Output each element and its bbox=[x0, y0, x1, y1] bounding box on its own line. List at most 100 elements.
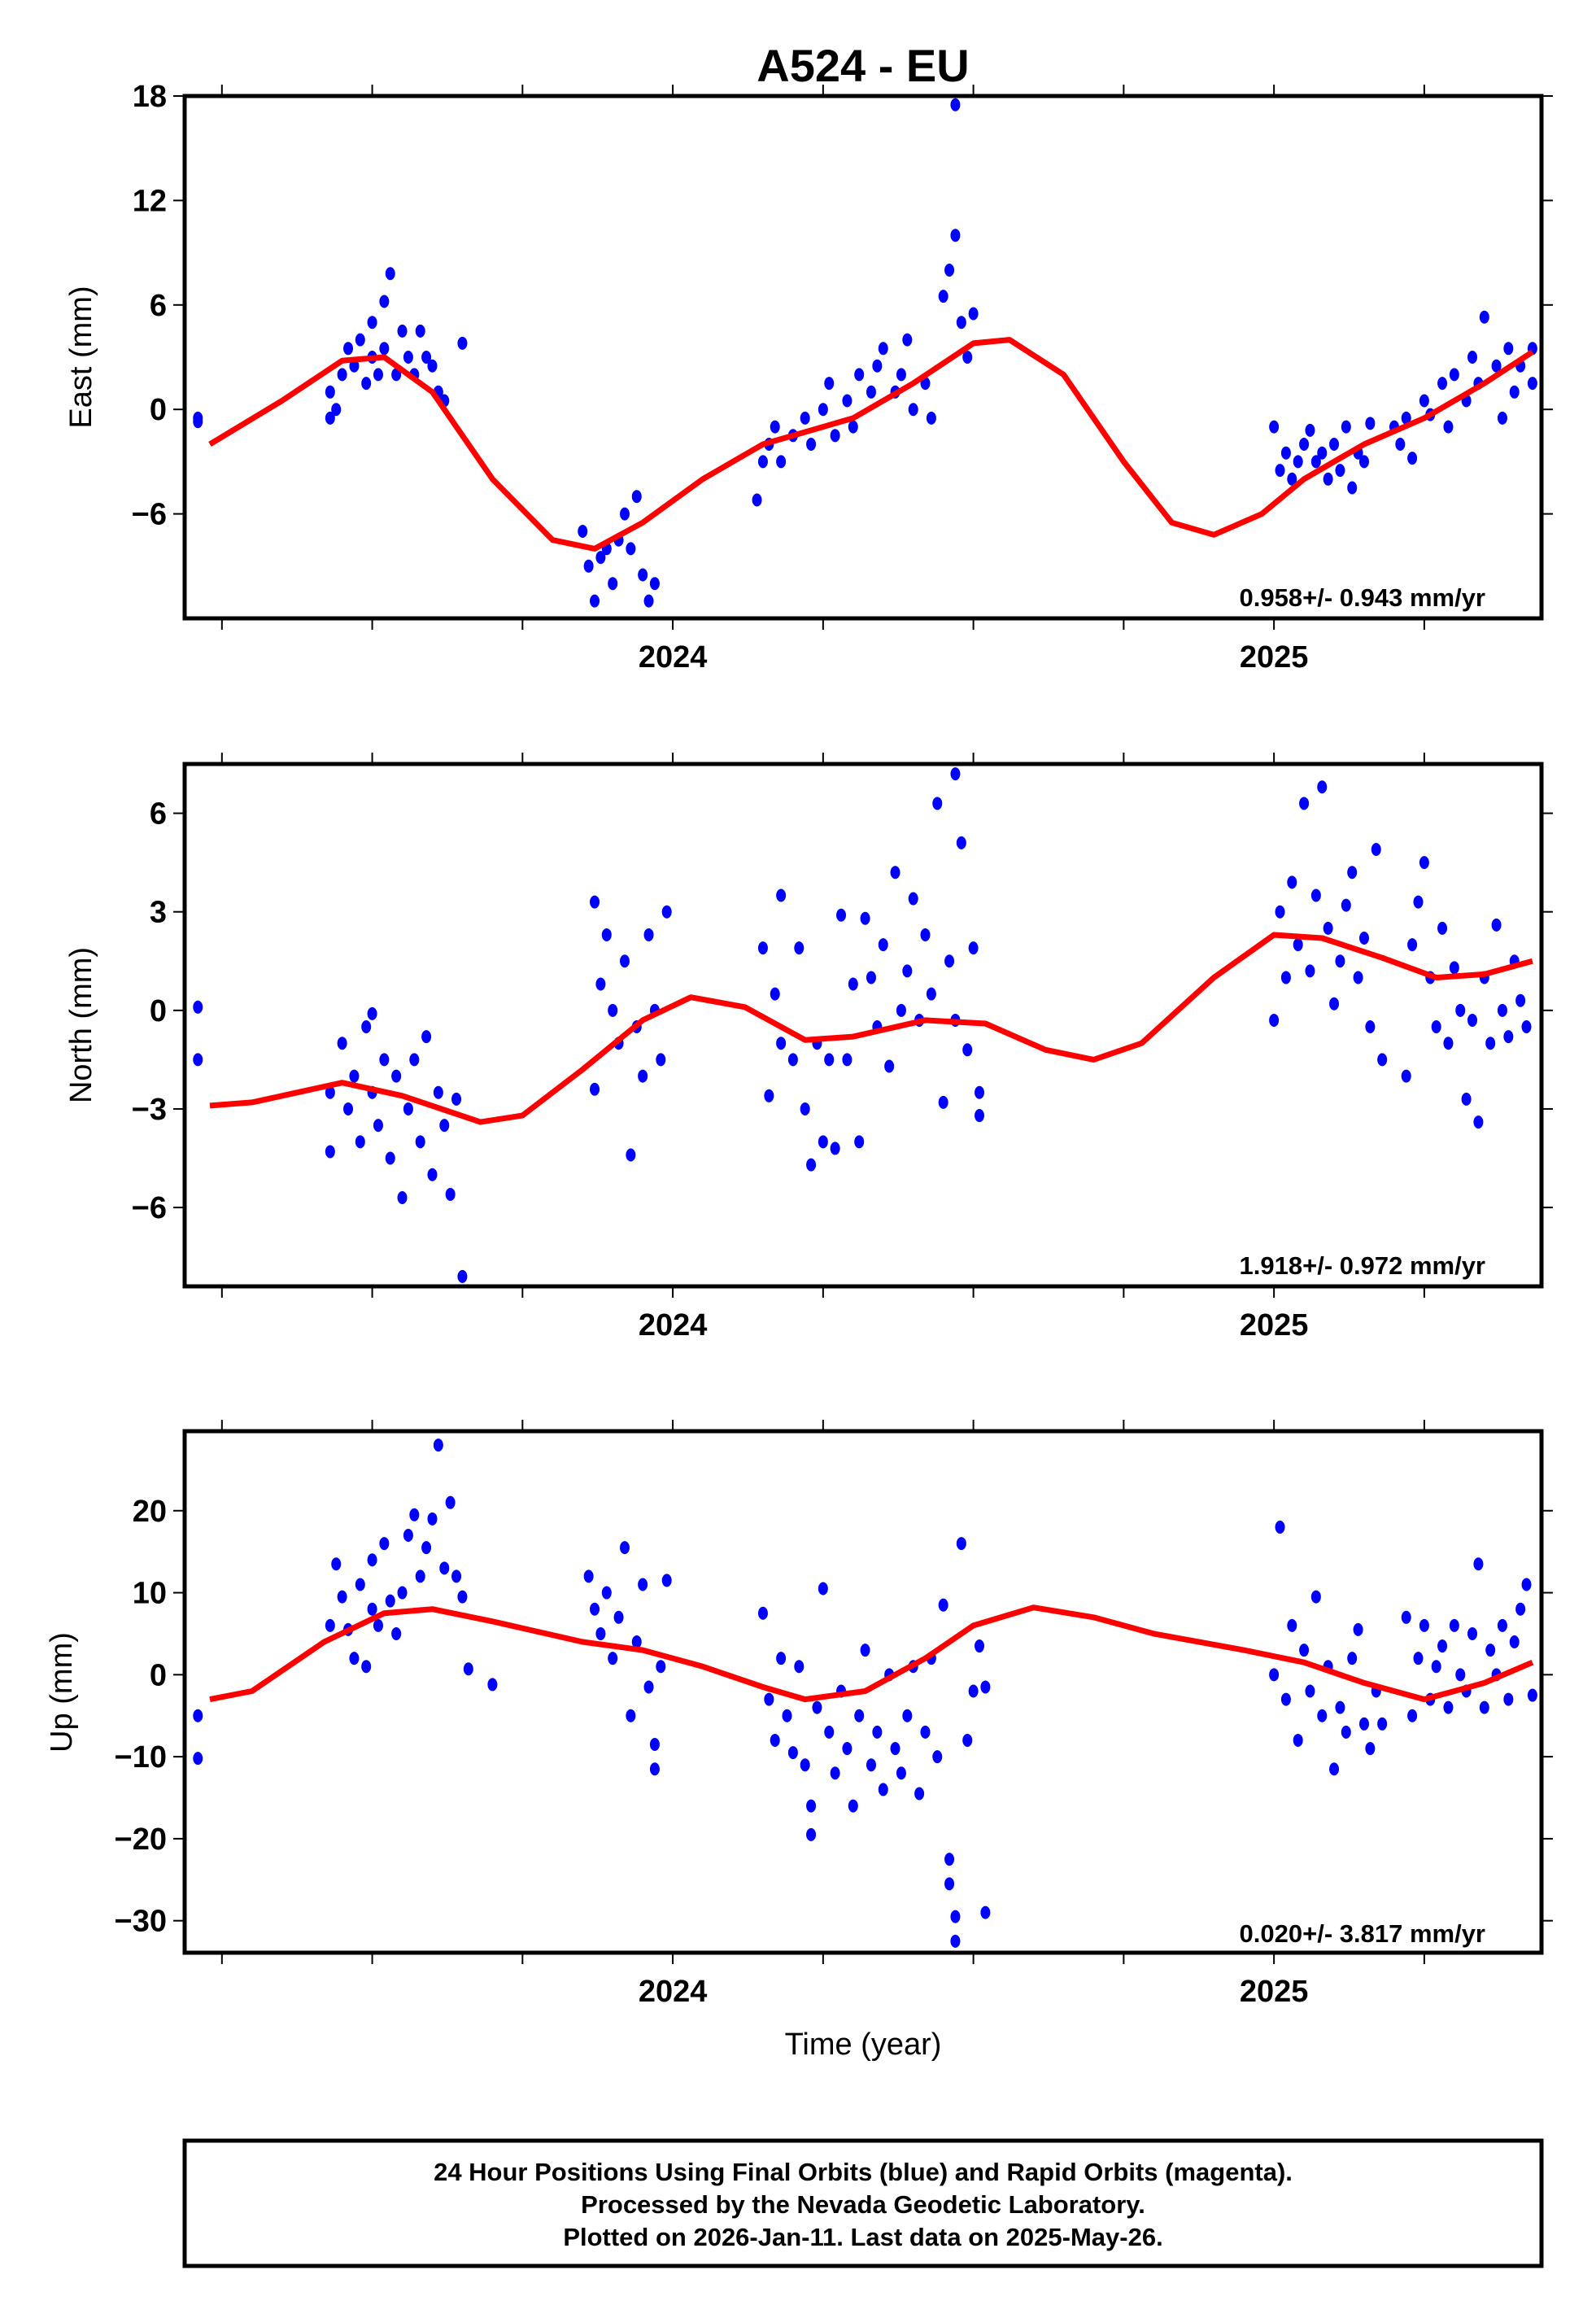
data-point bbox=[1443, 1037, 1454, 1050]
data-point bbox=[980, 1680, 991, 1694]
data-point bbox=[1269, 1668, 1280, 1682]
data-point bbox=[1401, 1610, 1411, 1624]
data-point bbox=[1527, 1688, 1537, 1702]
data-point bbox=[1280, 971, 1291, 984]
data-point bbox=[415, 1569, 425, 1583]
data-point bbox=[770, 1733, 780, 1747]
data-point bbox=[355, 1135, 365, 1149]
data-point bbox=[1329, 438, 1340, 451]
data-point bbox=[578, 525, 588, 538]
data-point bbox=[1521, 1020, 1532, 1034]
data-point bbox=[487, 1678, 498, 1692]
data-point bbox=[920, 1725, 931, 1739]
data-point bbox=[776, 888, 787, 902]
x-tick-label: 2024 bbox=[639, 1975, 708, 2009]
data-point bbox=[1299, 797, 1310, 810]
data-point bbox=[367, 1006, 377, 1020]
data-point bbox=[757, 941, 768, 955]
data-point bbox=[343, 1102, 354, 1115]
data-point bbox=[325, 1618, 335, 1632]
data-point bbox=[975, 1639, 985, 1653]
data-point bbox=[1317, 1709, 1328, 1722]
data-point bbox=[938, 290, 948, 303]
data-point bbox=[1437, 921, 1448, 935]
data-point bbox=[379, 1053, 390, 1067]
data-point bbox=[950, 1934, 961, 1948]
data-point bbox=[1503, 1692, 1514, 1706]
data-point bbox=[1341, 1725, 1351, 1739]
data-point bbox=[1455, 1003, 1466, 1017]
data-point bbox=[1287, 1618, 1297, 1632]
data-point bbox=[1365, 1020, 1376, 1034]
data-point bbox=[1269, 420, 1280, 434]
data-point bbox=[595, 1626, 606, 1640]
data-point bbox=[1347, 1652, 1358, 1665]
data-point bbox=[649, 1738, 660, 1752]
data-point bbox=[860, 911, 870, 925]
data-point bbox=[968, 1684, 979, 1698]
data-point bbox=[595, 551, 606, 565]
data-point bbox=[325, 411, 335, 425]
y-tick-label: −10 bbox=[115, 1740, 167, 1775]
data-point bbox=[968, 941, 979, 955]
data-point bbox=[944, 264, 955, 277]
data-point bbox=[824, 1725, 835, 1739]
data-point bbox=[782, 1709, 792, 1722]
data-point bbox=[1419, 1618, 1429, 1632]
data-point bbox=[361, 1660, 372, 1674]
data-point bbox=[854, 1135, 865, 1149]
data-point bbox=[397, 1586, 408, 1600]
data-point bbox=[1293, 938, 1303, 952]
data-point bbox=[415, 1135, 425, 1149]
data-point bbox=[1521, 1578, 1532, 1591]
data-point bbox=[1353, 971, 1363, 984]
data-point bbox=[626, 1709, 636, 1722]
data-point bbox=[325, 385, 335, 399]
data-point bbox=[1401, 1069, 1411, 1083]
data-point bbox=[848, 977, 858, 991]
plot-frame bbox=[182, 94, 1544, 621]
data-point bbox=[818, 1582, 828, 1596]
data-point bbox=[950, 767, 961, 781]
y-tick-label: 6 bbox=[150, 289, 167, 323]
data-point bbox=[1467, 1013, 1478, 1027]
data-point bbox=[331, 1557, 342, 1571]
data-point bbox=[902, 1709, 913, 1722]
data-point bbox=[385, 1151, 395, 1165]
data-point bbox=[661, 905, 672, 919]
data-point bbox=[1358, 455, 1369, 469]
data-point bbox=[776, 1652, 787, 1665]
data-point bbox=[1299, 1644, 1310, 1657]
data-point bbox=[794, 941, 805, 955]
data-point bbox=[193, 1752, 203, 1766]
data-point bbox=[968, 307, 979, 321]
data-point bbox=[1310, 888, 1321, 902]
data-point bbox=[367, 316, 377, 330]
data-point bbox=[1485, 1037, 1496, 1050]
data-point bbox=[1275, 905, 1285, 919]
data-point bbox=[583, 559, 594, 573]
data-point bbox=[962, 351, 973, 364]
data-point bbox=[445, 1495, 456, 1509]
y-tick-label: 18 bbox=[133, 80, 167, 114]
east-panel: East (mm) 0.958+/- 0.943 mm/yr 2024 2025 1… bbox=[64, 80, 1553, 674]
data-point bbox=[908, 403, 918, 417]
data-point bbox=[649, 577, 660, 591]
data-point bbox=[445, 1187, 456, 1201]
data-point bbox=[1491, 918, 1502, 932]
data-point bbox=[962, 1043, 973, 1057]
data-point bbox=[818, 1135, 828, 1149]
data-point bbox=[1467, 1626, 1478, 1640]
data-point bbox=[944, 1877, 955, 1891]
data-point bbox=[638, 1578, 648, 1591]
data-point bbox=[361, 377, 372, 391]
data-point bbox=[872, 359, 883, 373]
data-point bbox=[355, 1578, 365, 1591]
data-point bbox=[649, 1762, 660, 1776]
data-point bbox=[812, 1700, 822, 1714]
data-point bbox=[975, 1085, 985, 1099]
data-point bbox=[842, 1053, 853, 1067]
data-point bbox=[1329, 997, 1340, 1011]
y-tick-label: −20 bbox=[115, 1823, 167, 1857]
data-point bbox=[1419, 856, 1429, 870]
